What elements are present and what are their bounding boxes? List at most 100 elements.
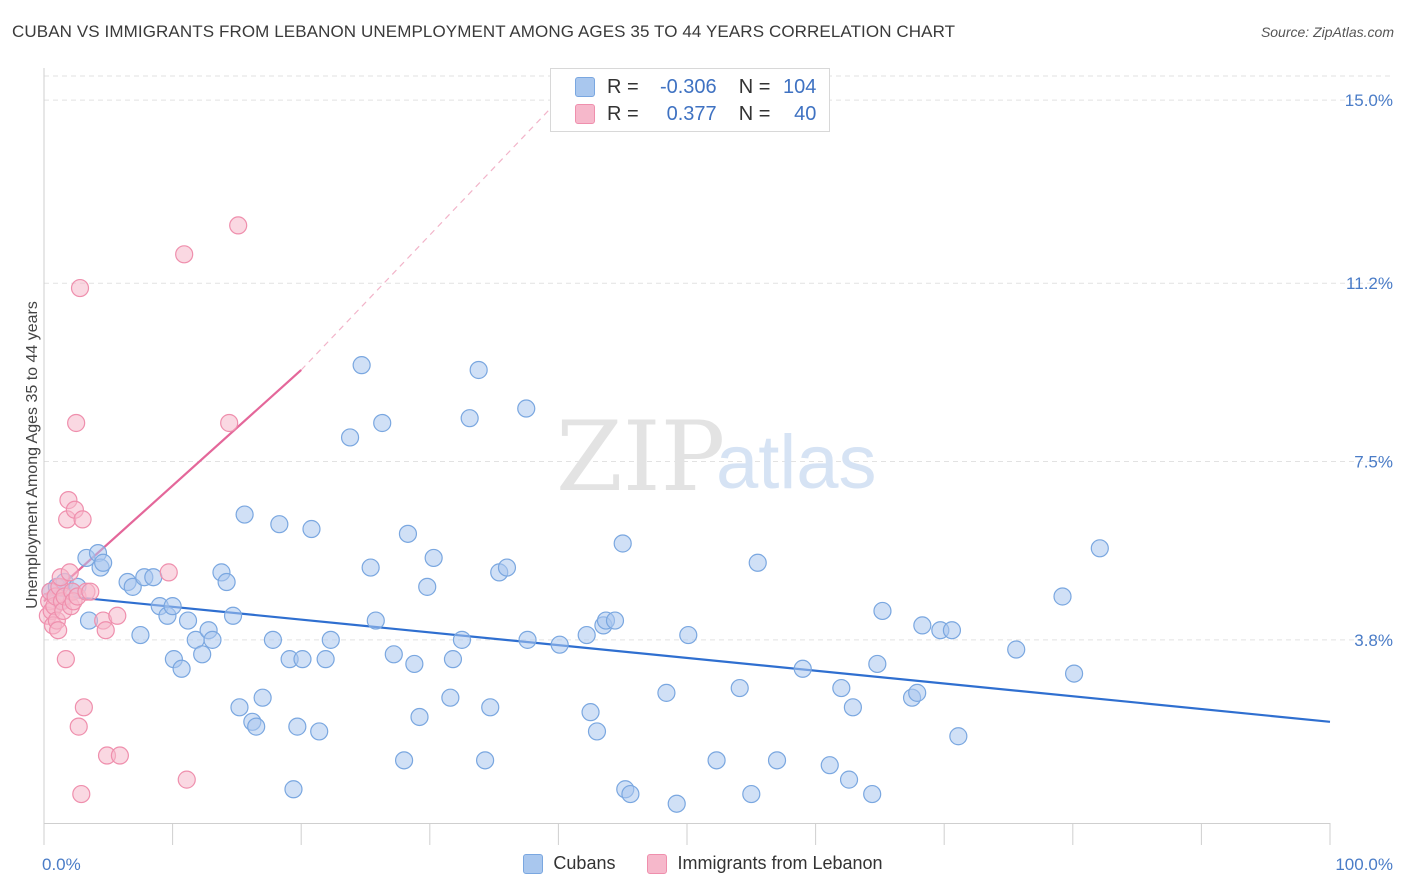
cubans-swatch xyxy=(575,77,595,97)
lebanon-point xyxy=(177,770,196,789)
cubans-point xyxy=(178,611,198,630)
cubans-point xyxy=(908,683,927,702)
lebanon-point xyxy=(229,216,248,235)
legend-item-cubans[interactable]: Cubans xyxy=(523,853,615,874)
r-value-cubans: -0.306 xyxy=(659,75,717,98)
n-label: N = xyxy=(738,102,771,125)
lebanon-point xyxy=(72,784,91,804)
cubans-point xyxy=(832,678,851,698)
n-label: N = xyxy=(738,75,771,98)
lebanon-point xyxy=(108,606,127,625)
cubans-point xyxy=(942,621,962,640)
cubans-point xyxy=(657,683,676,702)
x-tick-label-max: 100.0% xyxy=(1335,855,1393,874)
n-value-cubans: 104 xyxy=(783,75,817,98)
watermark: ZIP atlas xyxy=(556,401,877,513)
cubans-point xyxy=(235,505,254,524)
cubans-point xyxy=(550,635,569,654)
cubans-point xyxy=(223,606,243,625)
series-legend: Cubans Immigrants from Lebanon xyxy=(0,853,1406,874)
grid xyxy=(44,75,1392,641)
cubans-point xyxy=(1007,640,1026,659)
stats-row-lebanon: R = 0.377 N = 40 xyxy=(575,101,816,127)
cubans-point xyxy=(605,611,625,630)
cubans-point xyxy=(203,630,222,649)
cubans-point xyxy=(310,722,329,741)
x-tick-label-min: 0.0% xyxy=(42,855,81,874)
cubans-point xyxy=(94,553,113,572)
cubans-point xyxy=(193,645,212,664)
cubans-point xyxy=(679,625,698,645)
cubans-point xyxy=(621,784,640,804)
cubans-legend-swatch xyxy=(523,853,544,874)
cubans-point xyxy=(253,688,272,707)
cubans-point xyxy=(517,399,536,418)
cubans-point xyxy=(613,534,632,553)
lebanon-point xyxy=(96,621,115,640)
lebanon-point xyxy=(74,698,93,717)
legend-label-lebanon: Immigrants from Lebanon xyxy=(677,853,883,873)
lebanon-point xyxy=(159,563,178,582)
lebanon-point xyxy=(49,621,68,640)
lebanon-point xyxy=(110,746,129,765)
cubans-point xyxy=(288,717,307,736)
cubans-point xyxy=(373,413,392,433)
lebanon-point xyxy=(81,582,100,601)
cubans-point xyxy=(366,611,385,630)
cubans-point xyxy=(302,519,321,539)
cubans-point xyxy=(587,722,607,741)
lebanon-point xyxy=(60,563,79,582)
source-label: Source: ZipAtlas.com xyxy=(1260,24,1394,40)
cubans-point xyxy=(469,360,488,380)
lebanon-point xyxy=(70,278,90,298)
lebanon-trend-extension xyxy=(300,99,559,371)
legend-item-lebanon[interactable]: Immigrants from Lebanon xyxy=(647,853,883,874)
cubans-point xyxy=(293,650,312,669)
cubans-point xyxy=(518,630,537,649)
y-axis-label: Unemployment Among Ages 35 to 44 years xyxy=(24,301,41,609)
y-tick-label: 15.0% xyxy=(1345,91,1393,110)
y-tick-labels: 3.8% 7.5% 11.2% 15.0% xyxy=(1345,91,1393,650)
cubans-point xyxy=(263,630,283,649)
cubans-point xyxy=(868,654,887,674)
lebanon-point xyxy=(69,717,88,736)
cubans-point xyxy=(405,654,424,674)
x-tick-labels: 0.0% 100.0% xyxy=(42,855,1393,874)
data-points xyxy=(38,216,1109,813)
cubans-point xyxy=(707,751,726,770)
cubans-point xyxy=(321,630,340,649)
cubans-point xyxy=(163,597,182,616)
cubans-point xyxy=(424,548,443,568)
cubans-point xyxy=(398,524,418,543)
lebanon-legend-swatch xyxy=(647,853,668,874)
cubans-point xyxy=(316,650,335,669)
cubans-point xyxy=(913,616,932,635)
r-value-lebanon: 0.377 xyxy=(666,102,717,125)
cubans-point xyxy=(949,727,968,746)
watermark-zip: ZIP xyxy=(556,401,725,513)
lebanon-point xyxy=(175,245,194,264)
cubans-point xyxy=(230,698,249,717)
cubans-point xyxy=(667,794,686,813)
cubans-point xyxy=(1064,664,1084,683)
stats-row-cubans: R = -0.306 N = 104 xyxy=(575,74,816,100)
cubans-point xyxy=(748,553,767,572)
cubans-point xyxy=(873,601,892,621)
cubans-point xyxy=(384,645,403,664)
cubans-point xyxy=(730,678,749,698)
cubans-point xyxy=(361,558,380,577)
y-tick-label: 7.5% xyxy=(1354,453,1393,472)
cubans-point xyxy=(441,688,460,707)
cubans-point xyxy=(410,707,429,727)
watermark-atlas: atlas xyxy=(716,420,877,505)
cubans-point xyxy=(172,659,191,678)
cubans-point xyxy=(452,630,472,649)
cubans-point xyxy=(131,625,150,645)
lebanon-point xyxy=(220,413,239,433)
lebanon-point xyxy=(67,413,86,433)
cubans-point xyxy=(863,784,882,804)
cubans-point xyxy=(475,751,495,770)
legend-label-cubans: Cubans xyxy=(553,853,616,873)
lebanon-swatch xyxy=(575,104,595,124)
